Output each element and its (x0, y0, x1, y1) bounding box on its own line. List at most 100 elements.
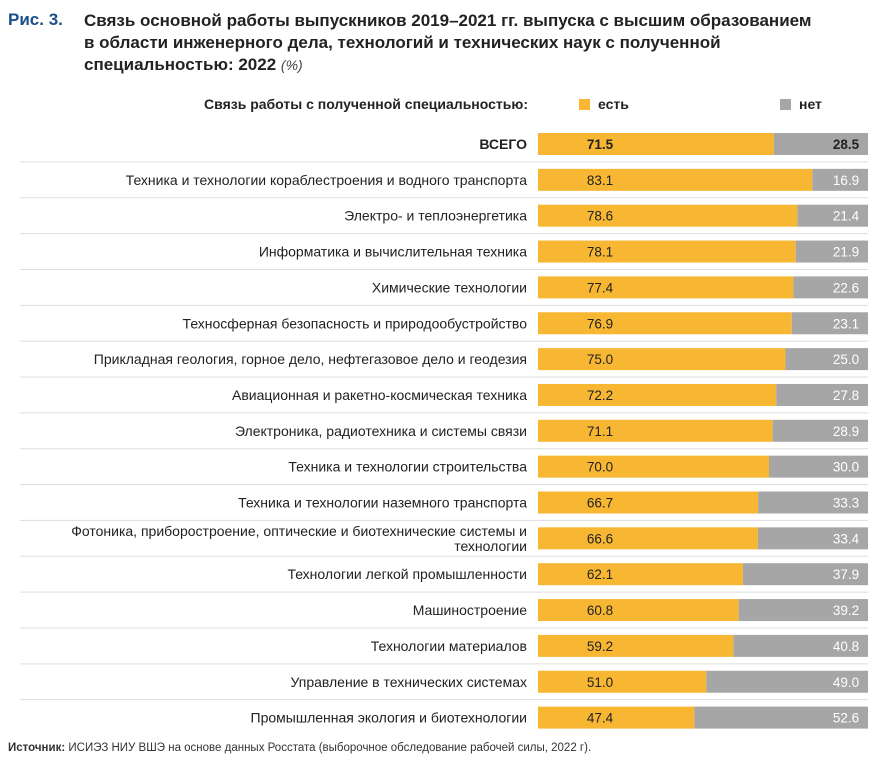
category-label-line: Электроника, радиотехника и системы связ… (235, 423, 527, 439)
legend-label-no: нет (799, 96, 822, 112)
bar-no (694, 706, 868, 729)
bar-yes (538, 527, 758, 550)
category-label: Машиностроение (413, 602, 527, 618)
value-label-yes: 59.2 (587, 639, 613, 654)
bar-yes (538, 634, 734, 657)
value-label-no: 49.0 (833, 675, 859, 690)
category-label: Прикладная геология, горное дело, нефтег… (94, 351, 527, 367)
value-label-no: 28.5 (833, 137, 860, 152)
value-label-yes: 62.1 (587, 567, 613, 582)
category-label-line: Техника и технологии строительства (288, 459, 527, 475)
value-label-yes: 60.8 (587, 603, 613, 618)
value-label-no: 28.9 (833, 424, 859, 439)
category-label-line: Электро- и теплоэнергетика (344, 208, 527, 224)
category-label-line: ВСЕГО (479, 136, 527, 152)
figure-title: Связь основной работы выпускников 2019–2… (84, 10, 824, 76)
value-label-no: 27.8 (833, 388, 859, 403)
bar-no (738, 599, 868, 622)
value-label-yes: 77.4 (587, 280, 614, 295)
category-label: Техносферная безопасность и природообуст… (183, 315, 528, 331)
value-label-no: 37.9 (833, 567, 859, 582)
bar-no (776, 383, 868, 406)
figure-title-text: Связь основной работы выпускников 2019–2… (84, 11, 812, 74)
bar-yes (538, 455, 769, 478)
bar-no (772, 419, 868, 442)
value-label-no: 25.0 (833, 352, 859, 367)
bar-no (706, 670, 868, 693)
value-label-yes: 70.0 (587, 460, 613, 475)
source-text: ИСИЭЗ НИУ ВШЭ на основе данных Росстата … (65, 742, 592, 754)
category-label-line: Информатика и вычислительная техника (259, 244, 527, 260)
category-label-line: Технологии легкой промышленности (287, 566, 527, 582)
bar-yes (538, 312, 792, 335)
bar-yes (538, 563, 743, 586)
bar-no (791, 312, 868, 335)
category-label: Управление в технических системах (290, 674, 527, 690)
legend-swatch-no (780, 99, 791, 110)
source-label: Источник: (8, 742, 66, 754)
value-label-no: 40.8 (833, 639, 859, 654)
value-label-yes: 71.5 (587, 137, 614, 152)
bar-no (733, 634, 868, 657)
bar-yes (538, 204, 798, 227)
category-label: Технологии легкой промышленности (287, 566, 527, 582)
category-label-line: Технологии материалов (371, 638, 527, 654)
category-label-line: Техника и технологии кораблестроения и в… (126, 172, 528, 188)
category-label-line: Фотоника, приборостроение, оптические и … (71, 523, 527, 539)
bar-yes (538, 706, 695, 729)
value-label-no: 30.0 (833, 460, 859, 475)
bar-yes (538, 168, 813, 191)
bar-no (773, 133, 868, 155)
legend-item-no: нет (780, 96, 822, 112)
category-label: Техника и технологии наземного транспорт… (238, 495, 527, 511)
category-label: ВСЕГО (479, 136, 527, 152)
bar-yes (538, 419, 773, 442)
value-label-yes: 83.1 (587, 173, 613, 188)
category-label: Химические технологии (372, 279, 527, 295)
bar-no (795, 240, 868, 263)
bar-yes (538, 670, 707, 693)
bar-no (742, 563, 868, 586)
value-label-no: 21.4 (833, 209, 860, 224)
value-label-no: 52.6 (833, 711, 859, 726)
value-label-yes: 78.6 (587, 209, 613, 224)
category-label: Технологии материалов (371, 638, 527, 654)
category-label-line: Техника и технологии наземного транспорт… (238, 495, 527, 511)
category-label: Авиационная и ракетно-космическая техник… (232, 387, 527, 403)
value-label-no: 23.1 (833, 316, 859, 331)
value-label-yes: 75.0 (587, 352, 613, 367)
value-label-no: 39.2 (833, 603, 859, 618)
bar-no (758, 491, 868, 514)
category-label: Информатика и вычислительная техника (259, 244, 527, 260)
category-label-line: Машиностроение (413, 602, 527, 618)
value-label-yes: 51.0 (587, 675, 613, 690)
bar-yes (538, 348, 786, 371)
figure-number: Рис. 3. (8, 10, 63, 29)
category-label-line: Промышленная экология и биотехнологии (251, 710, 527, 726)
category-label-line: Техносферная безопасность и природообуст… (183, 315, 528, 331)
value-label-no: 21.9 (833, 245, 859, 260)
value-label-no: 22.6 (833, 280, 859, 295)
value-label-yes: 66.7 (587, 496, 613, 511)
legend-caption: Связь работы с полученной специальностью… (204, 96, 528, 112)
bar-yes (538, 276, 794, 299)
bar-yes (538, 133, 774, 155)
value-label-yes: 72.2 (587, 388, 613, 403)
value-label-yes: 66.6 (587, 531, 613, 546)
category-label-line: Прикладная геология, горное дело, нефтег… (94, 351, 527, 367)
legend: Связь работы с полученной специальностью… (0, 96, 880, 114)
category-label: Техника и технологии кораблестроения и в… (126, 172, 528, 188)
bar-yes (538, 599, 739, 622)
value-label-no: 16.9 (833, 173, 859, 188)
category-label-line: Управление в технических системах (290, 674, 527, 690)
legend-swatch-yes (579, 99, 590, 110)
category-label: Промышленная экология и биотехнологии (251, 710, 527, 726)
bar-yes (538, 383, 777, 406)
legend-item-yes: есть (579, 96, 629, 112)
category-label: Электроника, радиотехника и системы связ… (235, 423, 527, 439)
bar-yes (538, 491, 759, 514)
bar-no (812, 168, 868, 191)
figure-unit: (%) (280, 57, 303, 73)
bar-no (785, 348, 868, 371)
